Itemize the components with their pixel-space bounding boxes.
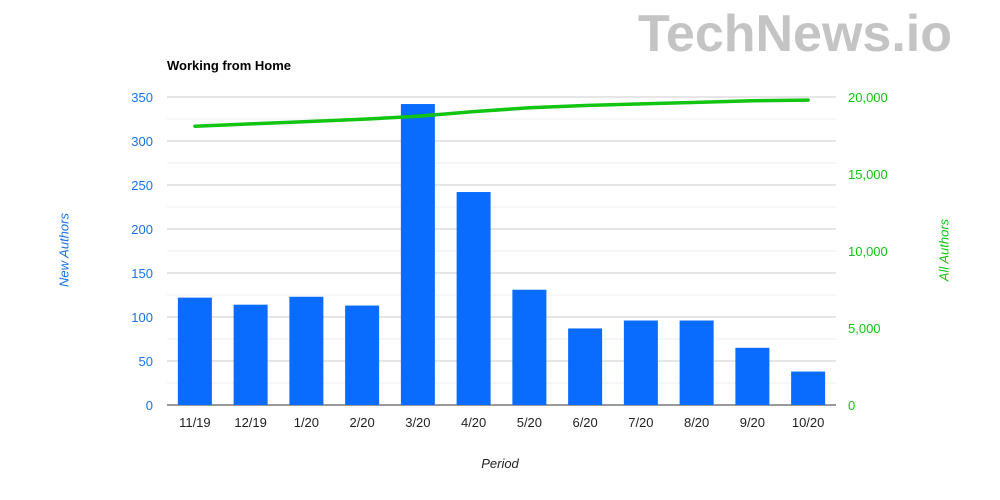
x-tick-label: 12/19: [234, 415, 267, 430]
x-tick-label: 9/20: [740, 415, 765, 430]
bar: [177, 297, 212, 405]
y-left-tick-label: 250: [131, 178, 153, 193]
bar: [345, 305, 380, 405]
x-tick-label: 10/20: [792, 415, 825, 430]
y-left-tick-label: 200: [131, 222, 153, 237]
y-right-tick-label: 20,000: [848, 90, 888, 105]
x-tick-label: 8/20: [684, 415, 709, 430]
y-right-tick-label: 10,000: [848, 244, 888, 259]
y-right-tick-label: 0: [848, 398, 855, 413]
x-tick-label: 3/20: [405, 415, 430, 430]
x-axis-label: Period: [481, 456, 519, 471]
y-left-tick-label: 300: [131, 134, 153, 149]
y-right-tick-label: 15,000: [848, 167, 888, 182]
y-right-tick-label: 5,000: [848, 321, 881, 336]
bar: [568, 328, 603, 405]
bar: [512, 289, 547, 405]
y-left-tick-label: 50: [139, 354, 153, 369]
all-authors-line: [193, 98, 810, 129]
bar: [791, 371, 826, 405]
x-tick-label: 5/20: [517, 415, 542, 430]
chart-title: Working from Home: [167, 58, 291, 73]
bar: [233, 304, 268, 405]
bar: [456, 192, 491, 405]
bar: [400, 104, 435, 405]
y-left-tick-label: 350: [131, 90, 153, 105]
y-left-tick-label: 0: [146, 398, 153, 413]
x-tick-label: 11/19: [179, 415, 211, 430]
y-left-tick-label: 150: [131, 266, 153, 281]
x-tick-label: 2/20: [349, 415, 374, 430]
x-tick-label: 4/20: [461, 415, 486, 430]
bar: [289, 296, 324, 405]
x-tick-label: 6/20: [572, 415, 597, 430]
watermark-logo: TechNews.io: [638, 5, 953, 63]
bar: [735, 347, 770, 405]
x-tick-label: 1/20: [294, 415, 319, 430]
bar: [623, 320, 658, 405]
bar: [679, 320, 714, 405]
y-left-tick-label: 100: [131, 310, 153, 325]
x-tick-label: 7/20: [628, 415, 653, 430]
